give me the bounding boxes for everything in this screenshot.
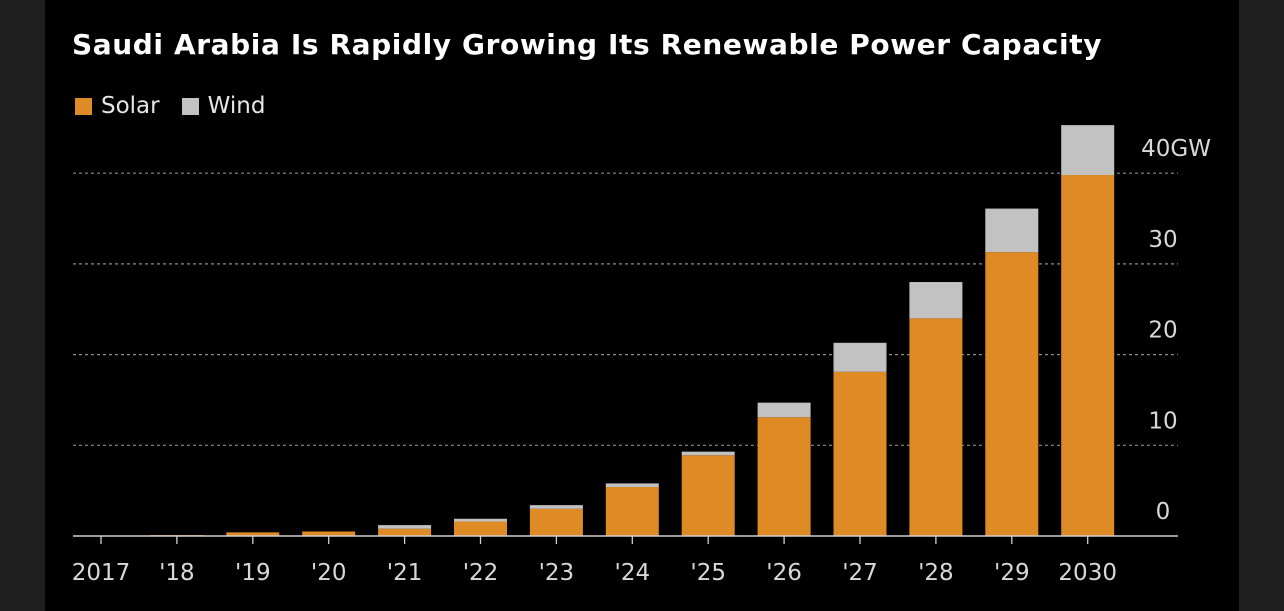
legend-swatch-solar <box>75 97 92 115</box>
bar-wind <box>454 518 507 522</box>
x-tick-label: 2030 <box>1058 560 1117 586</box>
x-tick-label: '20 <box>311 560 347 586</box>
bar-wind <box>909 282 963 319</box>
bar-solar <box>226 532 280 536</box>
bar-wind <box>833 342 887 372</box>
bar-solar <box>985 252 1039 536</box>
x-tick-label: '18 <box>159 560 195 586</box>
bar-solar <box>302 531 356 536</box>
chart-title: Saudi Arabia Is Rapidly Growing Its Rene… <box>72 28 1103 61</box>
y-tick-label: 40GW <box>1141 136 1211 162</box>
legend-label-solar: Solar <box>101 93 160 119</box>
bar-wind <box>681 451 735 456</box>
legend-item-solar: Solar <box>75 93 160 119</box>
bar-solar <box>833 371 887 536</box>
x-tick-label: '29 <box>994 560 1030 586</box>
bar-solar <box>1061 175 1115 536</box>
bar-wind <box>378 525 432 529</box>
bar-solar <box>378 528 432 536</box>
x-tick-label: '26 <box>766 560 802 586</box>
y-tick-label: 10 <box>1148 408 1177 434</box>
bar-wind <box>605 483 659 488</box>
y-tick-label: 20 <box>1148 318 1177 344</box>
bar-solar <box>909 318 963 536</box>
bar-solar <box>681 455 735 536</box>
x-tick-label: '19 <box>235 560 271 586</box>
bar-solar <box>529 508 583 536</box>
y-tick-label: 30 <box>1148 227 1177 253</box>
x-tick-label: '28 <box>918 560 954 586</box>
bar-wind <box>757 402 811 418</box>
bar-wind <box>985 208 1039 253</box>
chart-panel: Saudi Arabia Is Rapidly Growing Its Rene… <box>45 0 1239 611</box>
x-tick-label: '24 <box>615 560 651 586</box>
x-tick-label: '27 <box>842 560 878 586</box>
x-tick-label: '25 <box>690 560 726 586</box>
x-tick-label: '23 <box>539 560 575 586</box>
bar-solar <box>757 417 811 536</box>
legend: Solar Wind <box>75 93 287 119</box>
bar-chart: 2017 '18 '19 '20 '21 '22 '23 '24 '25 '26 '27 '28 '29… <box>72 125 1211 586</box>
bar-wind <box>1061 125 1115 176</box>
bar-solar <box>454 521 507 536</box>
y-tick-label: 0 <box>1156 499 1171 525</box>
x-tick-label: '22 <box>463 560 499 586</box>
bar-wind <box>529 505 583 509</box>
x-tick-label: 2017 <box>72 560 131 586</box>
legend-label-wind: Wind <box>207 93 266 119</box>
legend-swatch-wind <box>181 97 199 115</box>
legend-item-wind: Wind <box>181 93 266 119</box>
bar-solar <box>605 487 659 536</box>
x-tick-label: '21 <box>387 560 423 586</box>
